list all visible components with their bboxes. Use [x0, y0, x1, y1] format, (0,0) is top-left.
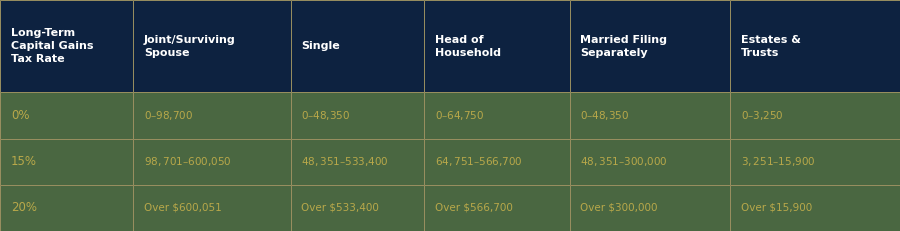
- Bar: [291, 139, 424, 185]
- Bar: [730, 92, 900, 139]
- Text: 20%: 20%: [11, 201, 37, 214]
- Bar: [291, 92, 424, 139]
- Bar: [291, 92, 424, 139]
- Bar: [424, 92, 570, 139]
- Bar: [0, 92, 133, 139]
- Bar: [424, 139, 570, 185]
- Bar: [0, 185, 133, 231]
- Bar: [570, 185, 730, 231]
- Bar: [0, 92, 133, 139]
- Bar: [424, 185, 570, 231]
- Bar: [291, 139, 424, 185]
- Bar: [424, 0, 570, 92]
- Text: Estates &
Trusts: Estates & Trusts: [741, 35, 801, 58]
- Bar: [424, 0, 570, 92]
- Text: Over $566,700: Over $566,700: [435, 203, 513, 213]
- Text: $0–$98,700: $0–$98,700: [144, 109, 194, 122]
- Bar: [730, 185, 900, 231]
- Bar: [570, 0, 730, 92]
- Text: Joint/Surviving
Spouse: Joint/Surviving Spouse: [144, 35, 236, 58]
- Text: Over $15,900: Over $15,900: [741, 203, 812, 213]
- Bar: [730, 0, 900, 92]
- Bar: [730, 139, 900, 185]
- Bar: [730, 139, 900, 185]
- Bar: [133, 0, 291, 92]
- Bar: [570, 0, 730, 92]
- Bar: [0, 0, 133, 92]
- Bar: [570, 139, 730, 185]
- Text: Married Filing
Separately: Married Filing Separately: [580, 35, 668, 58]
- Bar: [0, 139, 133, 185]
- Bar: [730, 92, 900, 139]
- Text: $64,751–$566,700: $64,751–$566,700: [435, 155, 522, 168]
- Text: Single: Single: [302, 41, 340, 51]
- Text: Head of
Household: Head of Household: [435, 35, 500, 58]
- Bar: [424, 185, 570, 231]
- Text: 0%: 0%: [11, 109, 30, 122]
- Text: $0–$3,250: $0–$3,250: [741, 109, 783, 122]
- Bar: [424, 139, 570, 185]
- Text: Over $600,051: Over $600,051: [144, 203, 221, 213]
- Bar: [570, 92, 730, 139]
- Text: $0–$64,750: $0–$64,750: [435, 109, 484, 122]
- Bar: [133, 139, 291, 185]
- Bar: [291, 0, 424, 92]
- Text: Over $300,000: Over $300,000: [580, 203, 658, 213]
- Text: $98,701–$600,050: $98,701–$600,050: [144, 155, 231, 168]
- Bar: [133, 0, 291, 92]
- Text: $48,351–$533,400: $48,351–$533,400: [302, 155, 389, 168]
- Text: $48,351–$300,000: $48,351–$300,000: [580, 155, 668, 168]
- Bar: [730, 185, 900, 231]
- Bar: [424, 92, 570, 139]
- Bar: [133, 92, 291, 139]
- Text: $0–$48,350: $0–$48,350: [302, 109, 351, 122]
- Bar: [291, 185, 424, 231]
- Bar: [0, 0, 133, 92]
- Bar: [133, 139, 291, 185]
- Bar: [570, 92, 730, 139]
- Text: $0–$48,350: $0–$48,350: [580, 109, 630, 122]
- Text: Over $533,400: Over $533,400: [302, 203, 380, 213]
- Bar: [133, 92, 291, 139]
- Bar: [570, 185, 730, 231]
- Bar: [570, 139, 730, 185]
- Bar: [133, 185, 291, 231]
- Text: $3,251–$15,900: $3,251–$15,900: [741, 155, 815, 168]
- Bar: [291, 185, 424, 231]
- Bar: [730, 0, 900, 92]
- Text: Long-Term
Capital Gains
Tax Rate: Long-Term Capital Gains Tax Rate: [11, 28, 94, 64]
- Bar: [291, 0, 424, 92]
- Text: 15%: 15%: [11, 155, 37, 168]
- Bar: [133, 185, 291, 231]
- Bar: [0, 185, 133, 231]
- Bar: [0, 139, 133, 185]
